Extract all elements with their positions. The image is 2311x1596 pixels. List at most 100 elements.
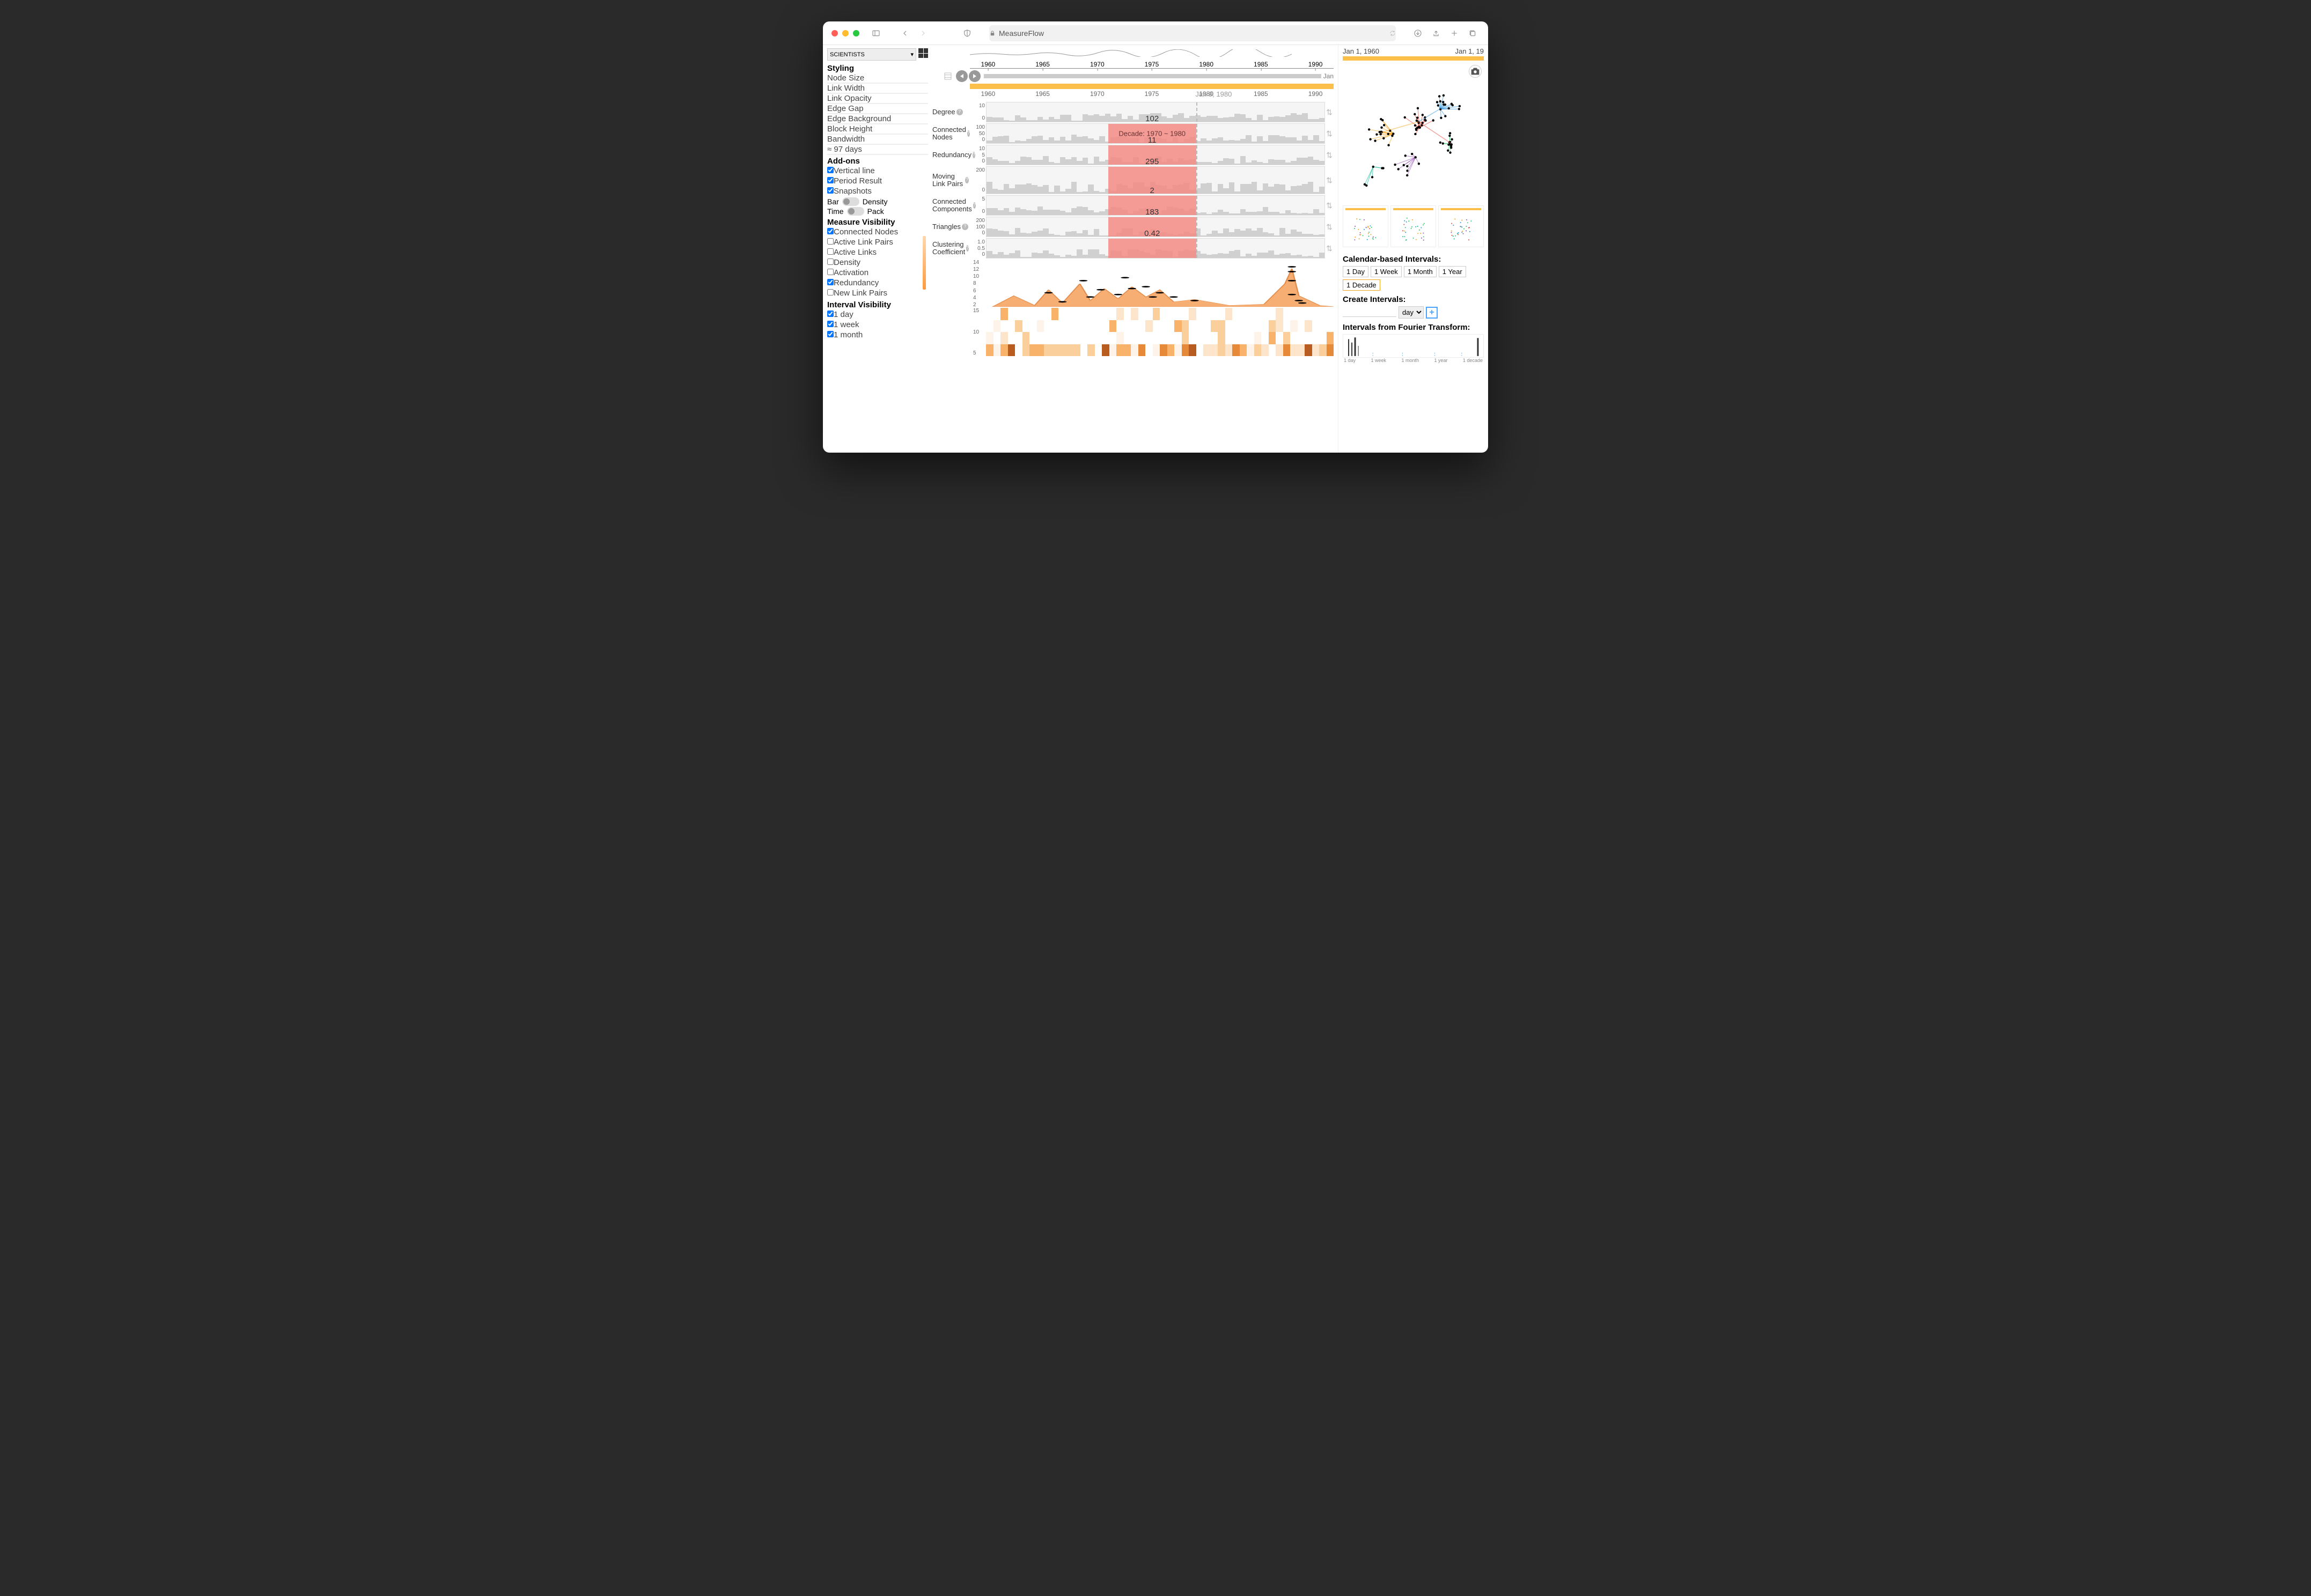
sort-icon[interactable]: ⇅ xyxy=(1325,238,1334,258)
new-tab-icon[interactable] xyxy=(1447,26,1461,40)
measure-chart[interactable]: 0.42 xyxy=(986,238,1325,258)
styling-row-link-opacity[interactable]: Link Opacity xyxy=(827,93,928,104)
iv-1-day[interactable]: 1 day xyxy=(827,309,928,320)
dataset-selector[interactable]: SCIENTISTS ▾ xyxy=(827,48,916,61)
snapshots-row xyxy=(1343,205,1484,247)
scrubber-track[interactable] xyxy=(984,74,1321,78)
addon-vertical-line[interactable]: Vertical line xyxy=(827,166,928,176)
measure-label: Redundancy? xyxy=(932,145,974,165)
styling-row-link-width[interactable]: Link Width xyxy=(827,83,928,93)
grid-view-icon[interactable] xyxy=(918,48,928,58)
play-forward-button[interactable] xyxy=(969,70,981,82)
bandwidth-value: ≈ 97 days xyxy=(827,144,928,154)
snapshot-1[interactable] xyxy=(1390,205,1436,247)
timeline-bottom: 1960196519701975198019851990 Jan 9, 1980 xyxy=(970,89,1334,102)
interval-btn-1-year[interactable]: 1 Year xyxy=(1439,266,1466,277)
shield-icon[interactable] xyxy=(960,26,974,40)
help-icon[interactable]: ? xyxy=(973,152,975,158)
share-icon[interactable] xyxy=(1429,26,1443,40)
sort-icon[interactable]: ⇅ xyxy=(1325,195,1334,216)
snapshot-0[interactable] xyxy=(1343,205,1388,247)
iv-1-week[interactable]: 1 week xyxy=(827,320,928,330)
mv-redundancy[interactable]: Redundancy xyxy=(827,278,921,288)
minimize-window-icon[interactable] xyxy=(842,30,849,36)
addon-period-result[interactable]: Period Result xyxy=(827,176,928,186)
calendar-intervals-heading: Calendar-based Intervals: xyxy=(1343,255,1484,264)
toggle-time-pack[interactable]: TimePack xyxy=(827,207,928,216)
help-icon[interactable]: ? xyxy=(967,130,970,137)
interval-btn-1-day[interactable]: 1 Day xyxy=(1343,266,1368,277)
snapshot-2[interactable] xyxy=(1438,205,1484,247)
tick-1960: 1960 xyxy=(981,61,996,68)
close-window-icon[interactable] xyxy=(831,30,838,36)
measure-redundancy: Redundancy? 1050 11 ⇅ xyxy=(932,145,1334,165)
sort-icon[interactable]: ⇅ xyxy=(1325,145,1334,165)
fourier-chart xyxy=(1343,334,1484,358)
styling-row-edge-background[interactable]: Edge Background xyxy=(827,114,928,124)
heatmap-row xyxy=(986,332,1334,344)
styling-row-bandwidth[interactable]: Bandwidth xyxy=(827,134,928,144)
fourier-label: 1 year xyxy=(1434,358,1447,363)
help-icon[interactable]: ? xyxy=(965,177,969,183)
interval-btn-1-month[interactable]: 1 Month xyxy=(1404,266,1437,277)
date-start: Jan 1, 1960 xyxy=(1343,47,1379,55)
styling-row-node-size[interactable]: Node Size xyxy=(827,73,928,83)
reload-icon[interactable] xyxy=(1389,30,1396,36)
mv-density[interactable]: Density xyxy=(827,257,921,268)
right-panel: Jan 1, 1960 Jan 1, 19 Calendar-based Int… xyxy=(1338,45,1488,453)
back-button[interactable] xyxy=(898,26,912,40)
styling-row-edge-gap[interactable]: Edge Gap xyxy=(827,104,928,114)
tick-1970: 1970 xyxy=(1090,61,1105,68)
mv-connected-nodes[interactable]: Connected Nodes xyxy=(827,227,921,237)
sort-icon[interactable]: ⇅ xyxy=(1325,123,1334,144)
main-area: 1960196519701975198019851990 Jan 1960196… xyxy=(930,45,1488,453)
help-icon[interactable]: ? xyxy=(973,202,976,209)
tick-1970: 1970 xyxy=(1090,90,1105,98)
measure-value: 102 xyxy=(1145,114,1159,123)
interval-btn-1-decade[interactable]: 1 Decade xyxy=(1343,279,1380,291)
addon-snapshots[interactable]: Snapshots xyxy=(827,186,928,196)
lock-icon xyxy=(989,30,996,36)
forward-button[interactable] xyxy=(916,26,930,40)
mv-active-links[interactable]: Active Links xyxy=(827,247,921,257)
addons-heading: Add-ons xyxy=(827,157,928,166)
interval-unit-select[interactable]: day xyxy=(1399,306,1424,319)
sort-icon[interactable]: ⇅ xyxy=(1325,166,1334,194)
fourier-label: 1 decade xyxy=(1463,358,1483,363)
mv-active-link-pairs[interactable]: Active Link Pairs xyxy=(827,237,921,247)
toggle-bar-density[interactable]: BarDensity xyxy=(827,197,928,206)
maximize-window-icon[interactable] xyxy=(853,30,859,36)
help-icon[interactable]: ? xyxy=(956,109,963,115)
sort-icon[interactable]: ⇅ xyxy=(1325,217,1334,237)
measure-chart[interactable]: 295 xyxy=(986,166,1325,194)
timeline-top[interactable]: 1960196519701975198019851990 xyxy=(970,47,1334,69)
url-bar[interactable]: MeasureFlow xyxy=(989,25,1396,41)
play-back-button[interactable] xyxy=(956,70,968,82)
film-icon xyxy=(943,71,953,81)
help-icon[interactable]: ? xyxy=(962,224,968,230)
help-icon[interactable]: ? xyxy=(966,245,969,252)
measure-axis: 100500 xyxy=(974,123,986,144)
styling-row-block-height[interactable]: Block Height xyxy=(827,124,928,134)
timeline-band[interactable] xyxy=(970,84,1334,89)
interval-count-input[interactable] xyxy=(1343,308,1396,317)
interval-btn-1-week[interactable]: 1 Week xyxy=(1371,266,1402,277)
camera-icon[interactable] xyxy=(1469,65,1482,78)
downloads-icon[interactable] xyxy=(1411,26,1425,40)
tick-1975: 1975 xyxy=(1145,90,1159,98)
network-view[interactable] xyxy=(1343,63,1484,202)
mv-new-link-pairs[interactable]: New Link Pairs xyxy=(827,288,921,298)
measure-axis: 2001000 xyxy=(974,217,986,237)
date-end: Jan 1, 19 xyxy=(1455,47,1484,55)
sidebar-toggle-icon[interactable] xyxy=(869,26,883,40)
browser-window: MeasureFlow SCIENTISTS ▾ Styling Node Si… xyxy=(823,21,1488,453)
tick-1965: 1965 xyxy=(1035,90,1050,98)
sort-icon[interactable]: ⇅ xyxy=(1325,102,1334,122)
iv-1-month[interactable]: 1 month xyxy=(827,330,928,340)
mv-activation[interactable]: Activation xyxy=(827,268,921,278)
tabs-icon[interactable] xyxy=(1466,26,1480,40)
measure-axis: 50 xyxy=(974,195,986,216)
measure-label: Moving Link Pairs? xyxy=(932,166,974,194)
add-interval-button[interactable]: + xyxy=(1426,307,1438,319)
measure-connected-components: Connected Components? 50 2 ⇅ xyxy=(932,195,1334,216)
